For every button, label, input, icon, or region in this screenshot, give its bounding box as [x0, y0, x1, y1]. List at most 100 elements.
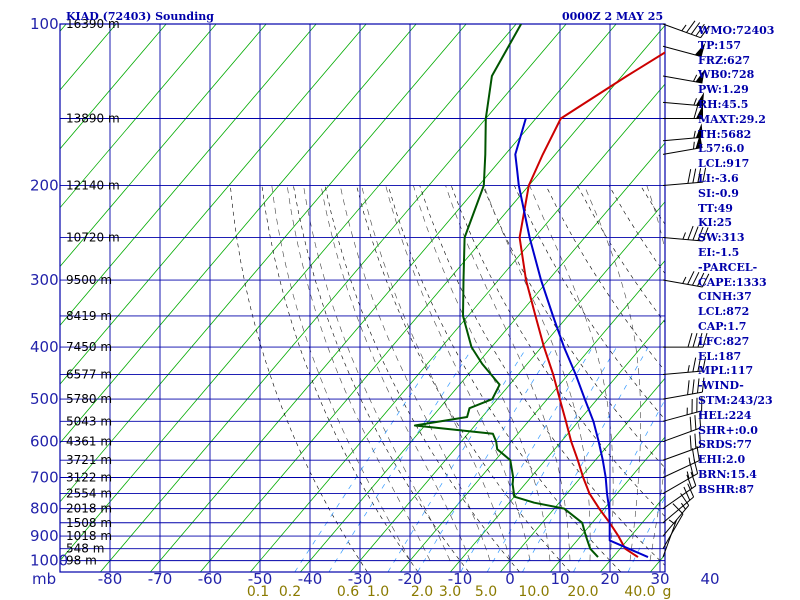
temperature-tick-label: -60 — [198, 570, 223, 588]
moist-adiabat — [584, 185, 641, 561]
sounding-index: MPL:117 — [698, 364, 754, 378]
wind-barb — [662, 225, 709, 242]
temperature-grid — [59, 23, 666, 573]
isotherm-line — [350, 201, 665, 572]
height-label: 1508 m — [66, 516, 112, 530]
mixing-ratio-label: 40.0 — [624, 584, 655, 600]
isotherm-line — [250, 83, 665, 572]
isotherm-line — [60, 24, 467, 503]
height-label: 13890 m — [66, 112, 120, 126]
mixing-ratio-label: 2.0 — [411, 584, 433, 600]
dry-adiabat — [387, 185, 622, 572]
sounding-index: PW:1.29 — [698, 83, 749, 97]
plot-frame — [59, 23, 666, 573]
height-label: 5043 m — [66, 414, 112, 428]
moist-adiabat — [646, 185, 665, 561]
height-label: 7450 m — [66, 340, 112, 354]
sounding-index: LFC:827 — [698, 334, 750, 348]
wind-barb — [662, 104, 704, 119]
height-labels: 16390 m 13890 m 12140 m 10720 m 9500 m 8419 m… — [66, 17, 120, 568]
pressure-unit-label: mb — [32, 570, 56, 588]
mixing-ratio-line — [387, 346, 528, 572]
height-label: 548 m — [66, 542, 104, 556]
isotherm-line — [100, 24, 567, 572]
temperature-tick-label: -50 — [248, 570, 273, 588]
pressure-tick-label: 700 — [30, 469, 59, 487]
sounding-index: STM:243/23 — [698, 393, 773, 407]
sounding-index: LCL:872 — [698, 305, 750, 319]
pressure-tick-label: 100 — [30, 15, 59, 33]
isotherm-line — [150, 24, 617, 572]
mixing-ratio-line — [417, 346, 555, 572]
station-title: KIAD (72403) Sounding — [66, 10, 214, 23]
isotherm-line — [60, 24, 217, 209]
wind-barb — [662, 271, 710, 288]
mixing-ratio-label: 20.0 — [567, 584, 598, 600]
isotherm-line — [550, 436, 665, 572]
sounding-index: CINH:37 — [698, 290, 752, 304]
sounding-index: EI:-1.5 — [698, 245, 740, 259]
sounding-index: SI:-0.9 — [698, 186, 739, 200]
sounding-index: TH:5682 — [698, 127, 752, 141]
dry-adiabat — [261, 185, 419, 572]
isotherm-line — [60, 24, 517, 562]
height-label: 2554 m — [66, 487, 112, 501]
isotherm-line — [60, 24, 417, 444]
pressure-tick-label: 600 — [30, 433, 59, 451]
wind-barb — [662, 43, 706, 58]
moist-adiabat — [361, 185, 511, 561]
pressure-tick-label: 500 — [30, 390, 59, 408]
temperature-profile — [518, 51, 665, 558]
mixing-ratio-line — [573, 399, 665, 572]
pressure-grid — [60, 23, 665, 573]
temperature-tick-label: -80 — [98, 570, 123, 588]
mixing-ratio-line — [328, 346, 474, 572]
wind-barb — [662, 20, 710, 39]
isotherm-line — [60, 24, 367, 385]
isotherm-line — [60, 24, 317, 326]
sounding-index: FRZ:627 — [698, 53, 751, 67]
sounding-index: WB0:728 — [698, 68, 755, 82]
moist-adiabat — [445, 185, 571, 561]
temperature-tick-label: 40 — [700, 570, 719, 588]
pressure-tick-label: 1000 — [30, 552, 68, 570]
height-label: 3721 m — [66, 453, 112, 467]
height-label: 4361 m — [66, 435, 112, 449]
temperature-tick-label: -70 — [148, 570, 173, 588]
wind-barb — [662, 413, 702, 443]
temperature-tick-label: 10 — [550, 570, 569, 588]
isotherm-line — [60, 24, 167, 150]
sounding-index: BSHR:87 — [698, 482, 755, 496]
temperature-tick-label: -30 — [348, 570, 373, 588]
wind-barb — [662, 332, 708, 348]
adiabat-lines — [230, 185, 665, 572]
sounding-index: EHI:2.0 — [698, 453, 746, 467]
sounding-index: SRDS:77 — [698, 438, 752, 452]
sounding-index: -PARCEL- — [698, 260, 758, 274]
height-label: 16390 m — [66, 17, 120, 31]
sounding-index: LCL:917 — [698, 157, 750, 171]
dry-adiabat — [293, 185, 470, 572]
sounding-indices-panel: WMO:72403 TP:157 FRZ:627 WB0:728 PW:1.29 RH:4… — [698, 24, 798, 498]
dry-adiabat — [450, 185, 665, 517]
height-label: 98 m — [66, 554, 97, 568]
wind-barb — [662, 483, 695, 524]
wind-barb — [662, 69, 705, 84]
mixing-ratio-label: 10.0 — [518, 584, 549, 600]
height-label: 9500 m — [66, 273, 112, 287]
sounding-index: SHR+:0.0 — [698, 423, 758, 437]
mixing-ratio-label: 1.0 — [367, 584, 389, 600]
temperature-tick-label: 30 — [650, 570, 669, 588]
sounding-index: HEL:224 — [698, 408, 752, 422]
wind-barb — [662, 92, 705, 107]
isotherm-line — [500, 377, 665, 572]
wind-barb — [662, 431, 702, 461]
sounding-index: BRN:15.4 — [698, 467, 757, 481]
height-label: 6577 m — [66, 368, 112, 382]
dry-adiabat — [577, 185, 665, 323]
moist-adiabat — [271, 185, 411, 561]
dry-adiabat — [419, 185, 665, 566]
moist-adiabat — [320, 185, 471, 561]
isotherm-line — [60, 24, 267, 268]
